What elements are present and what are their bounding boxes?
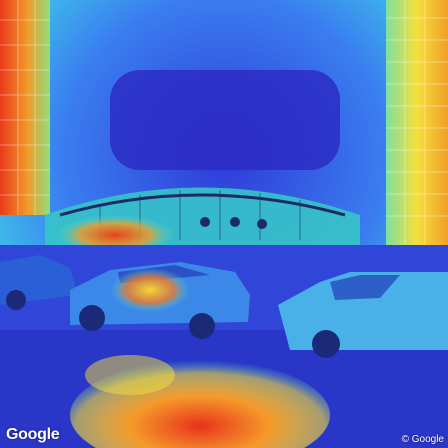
google-logo: Google xyxy=(6,426,60,443)
copyright-text: © Google xyxy=(401,434,444,445)
